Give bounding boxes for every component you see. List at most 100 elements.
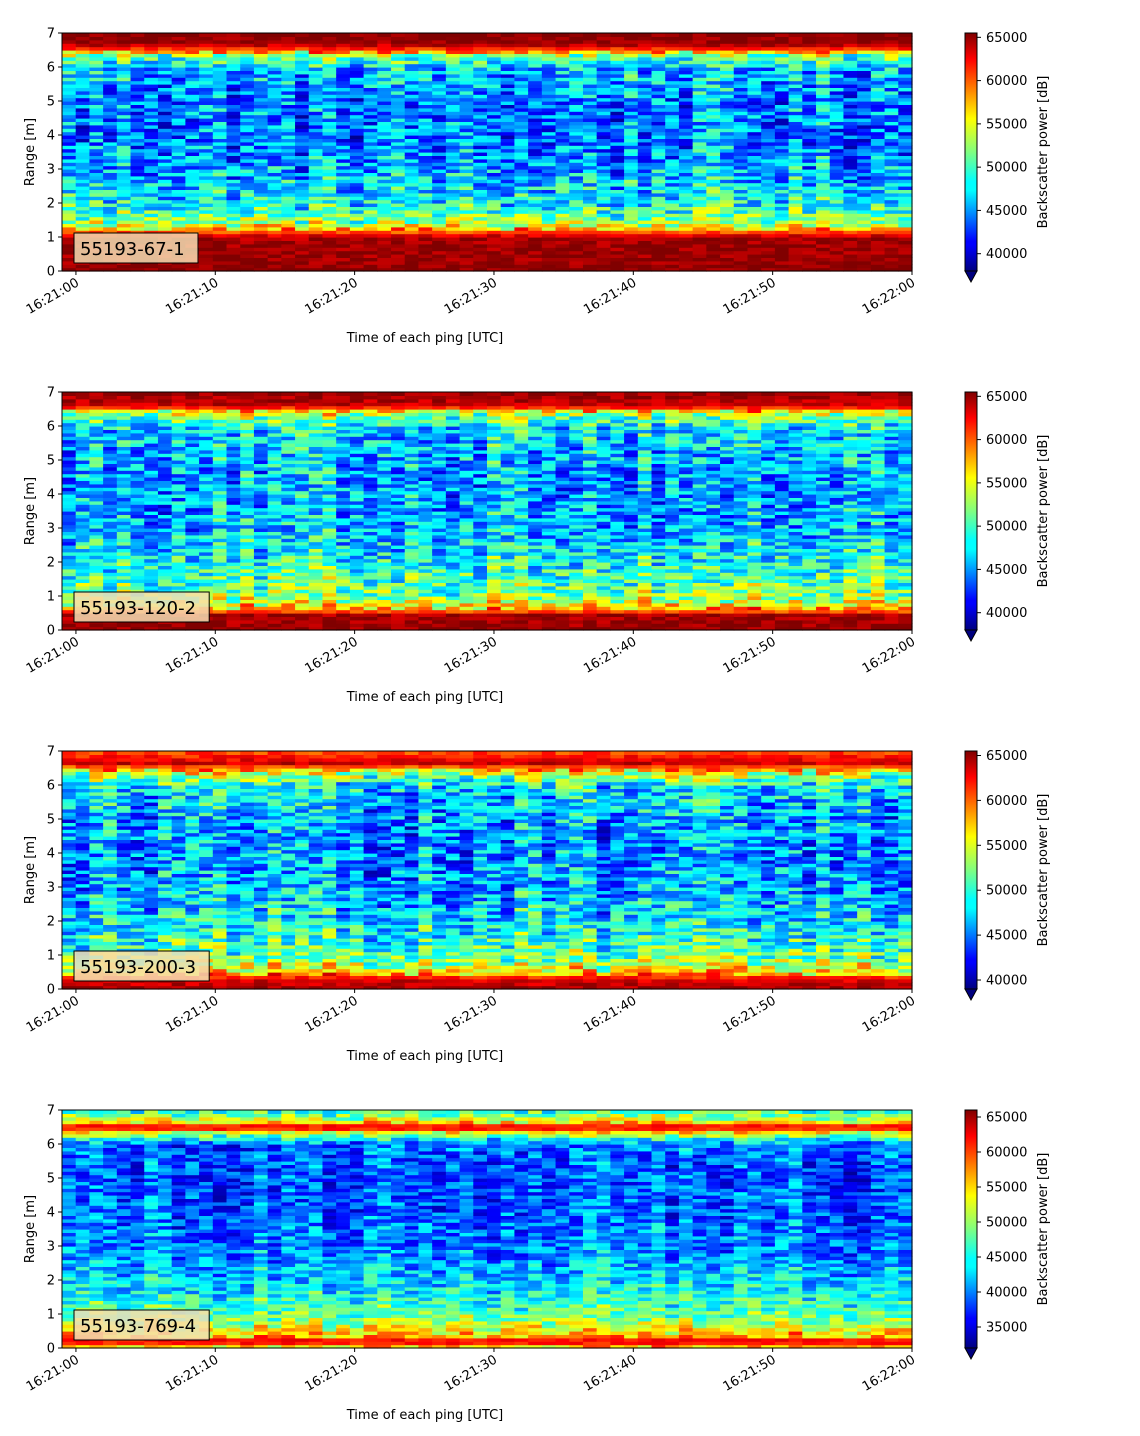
heatmap-cell <box>830 183 844 187</box>
heatmap-cell <box>446 183 460 187</box>
heatmap-cell <box>103 200 117 204</box>
heatmap-cell <box>446 234 460 238</box>
heatmap-cell <box>89 159 103 163</box>
heatmap-cell <box>569 200 583 204</box>
heatmap-cell <box>364 217 378 221</box>
heatmap-cell <box>199 132 213 136</box>
heatmap-cell <box>528 142 542 146</box>
heatmap-cell <box>501 132 515 136</box>
heatmap-cell <box>336 149 350 153</box>
heatmap-cell <box>281 227 295 231</box>
heatmap-cell <box>213 33 227 37</box>
heatmap-cell <box>172 487 186 491</box>
x-tick-label: 16:22:00 <box>860 275 918 317</box>
heatmap-cell <box>309 132 323 136</box>
heatmap-cell <box>446 210 460 214</box>
heatmap-cell <box>158 392 172 396</box>
heatmap-cell <box>665 210 679 214</box>
heatmap-cell <box>514 227 528 231</box>
heatmap-cell <box>802 159 816 163</box>
heatmap-cell <box>514 142 528 146</box>
heatmap-cell <box>76 504 90 508</box>
heatmap-cell <box>405 176 419 180</box>
heatmap-cell <box>295 227 309 231</box>
heatmap-cell <box>816 33 830 37</box>
heatmap-cell <box>131 166 145 170</box>
heatmap-cell <box>117 264 131 268</box>
heatmap-cell <box>679 234 693 238</box>
heatmap-cell <box>624 217 638 221</box>
heatmap-cell <box>322 142 336 146</box>
heatmap-cell <box>830 132 844 136</box>
heatmap-cell <box>816 193 830 197</box>
heatmap-cell <box>693 166 707 170</box>
heatmap-cell <box>693 149 707 153</box>
heatmap-cell <box>514 176 528 180</box>
heatmap-cell <box>487 217 501 221</box>
heatmap-cell <box>775 217 789 221</box>
heatmap-cell <box>720 264 734 268</box>
heatmap-cell <box>652 210 666 214</box>
heatmap-cell <box>405 227 419 231</box>
heatmap-cell <box>350 217 364 221</box>
x-axis-label: Time of each ping [UTC] <box>346 331 504 346</box>
heatmap-cell <box>391 234 405 238</box>
heatmap-cell <box>432 193 446 197</box>
heatmap-cell <box>350 183 364 187</box>
heatmap-cell <box>418 217 432 221</box>
heatmap-cell <box>62 436 76 440</box>
heatmap-cell <box>460 210 474 214</box>
heatmap-cell <box>405 200 419 204</box>
heatmap-cell <box>898 193 912 197</box>
heatmap-cell <box>734 227 748 231</box>
heatmap-cell <box>665 200 679 204</box>
heatmap-cell <box>638 244 652 248</box>
heatmap-cell <box>679 142 693 146</box>
heatmap-cell <box>460 183 474 187</box>
heatmap-cell <box>857 251 871 255</box>
heatmap-cell <box>638 193 652 197</box>
heatmap-cell <box>418 142 432 146</box>
heatmap-cell <box>144 176 158 180</box>
heatmap-cell <box>761 227 775 231</box>
heatmap-cell <box>747 200 761 204</box>
heatmap-cell <box>775 200 789 204</box>
heatmap-cell <box>350 193 364 197</box>
heatmap-cell <box>268 244 282 248</box>
heatmap-cell <box>295 210 309 214</box>
heatmap-cell <box>432 142 446 146</box>
heatmap-cell <box>830 176 844 180</box>
heatmap-cell <box>185 149 199 153</box>
heatmap-cell <box>322 210 336 214</box>
heatmap-cell <box>391 149 405 153</box>
heatmap-cell <box>131 149 145 153</box>
heatmap-cell <box>391 200 405 204</box>
heatmap-cell <box>254 210 268 214</box>
heatmap-cell <box>706 244 720 248</box>
heatmap-cell <box>254 132 268 136</box>
heatmap-cell <box>418 251 432 255</box>
heatmap-cell <box>487 210 501 214</box>
heatmap-cell <box>377 183 391 187</box>
heatmap-cell <box>76 453 90 457</box>
heatmap-cell <box>460 176 474 180</box>
heatmap-cell <box>62 487 76 491</box>
heatmap-cell <box>185 142 199 146</box>
heatmap-cell <box>336 176 350 180</box>
heatmap-cell <box>816 217 830 221</box>
heatmap-cell <box>117 142 131 146</box>
heatmap-cell <box>309 33 323 37</box>
heatmap-cell <box>227 234 241 238</box>
heatmap-cell <box>610 149 624 153</box>
heatmap-cell <box>62 183 76 187</box>
heatmap-cell <box>747 166 761 170</box>
heatmap-cell <box>761 166 775 170</box>
heatmap-cell <box>528 166 542 170</box>
heatmap-cell <box>117 193 131 197</box>
heatmap-cell <box>857 244 871 248</box>
heatmap-cell <box>597 132 611 136</box>
heatmap-cell <box>405 183 419 187</box>
heatmap-cell <box>871 33 885 37</box>
heatmap-cell <box>556 166 570 170</box>
heatmap-cell <box>377 149 391 153</box>
